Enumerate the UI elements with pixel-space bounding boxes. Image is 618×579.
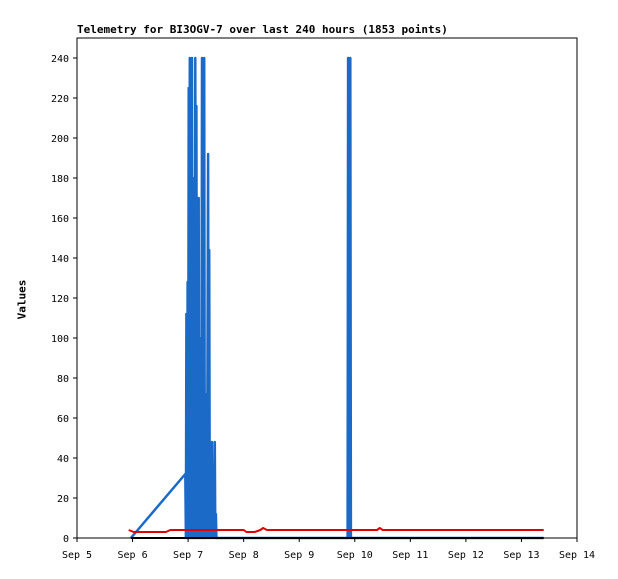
y-tick-label: 200 — [51, 134, 69, 145]
y-tick-label: 0 — [63, 534, 69, 545]
x-tick-label: Sep 8 — [229, 550, 259, 561]
x-tick-label: Sep 13 — [503, 550, 539, 561]
y-tick-label: 220 — [51, 94, 69, 105]
y-tick-label: 140 — [51, 254, 69, 265]
x-tick-label: Sep 11 — [392, 550, 428, 561]
y-tick-label: 80 — [57, 374, 69, 385]
series-line-1 — [128, 527, 544, 533]
x-tick-label: Sep 12 — [448, 550, 484, 561]
y-tick-label: 60 — [57, 414, 69, 425]
x-tick-label: Sep 9 — [284, 550, 314, 561]
y-tick-label: 20 — [57, 494, 69, 505]
y-tick-label: 40 — [57, 454, 69, 465]
x-tick-label: Sep 10 — [337, 550, 373, 561]
plot-frame — [76, 37, 578, 539]
series-line-0 — [129, 56, 544, 540]
y-tick-label: 100 — [51, 334, 69, 345]
chart-title: Telemetry for BI3OGV-7 over last 240 hou… — [77, 23, 448, 36]
y-tick-label: 180 — [51, 174, 69, 185]
y-tick-label: 120 — [51, 294, 69, 305]
x-tick-label: Sep 7 — [173, 550, 203, 561]
x-tick-label: Sep 14 — [559, 550, 595, 561]
x-tick-label: Sep 6 — [118, 550, 148, 561]
y-tick-label: 160 — [51, 214, 69, 225]
series-layer — [128, 56, 544, 540]
x-tick-label: Sep 5 — [62, 550, 92, 561]
axes-layer: 0 20 40 60 80 100 120 140 160 180 200 220 240 Sep 5 Se… — [51, 54, 595, 561]
y-tick-label: 240 — [51, 54, 69, 65]
